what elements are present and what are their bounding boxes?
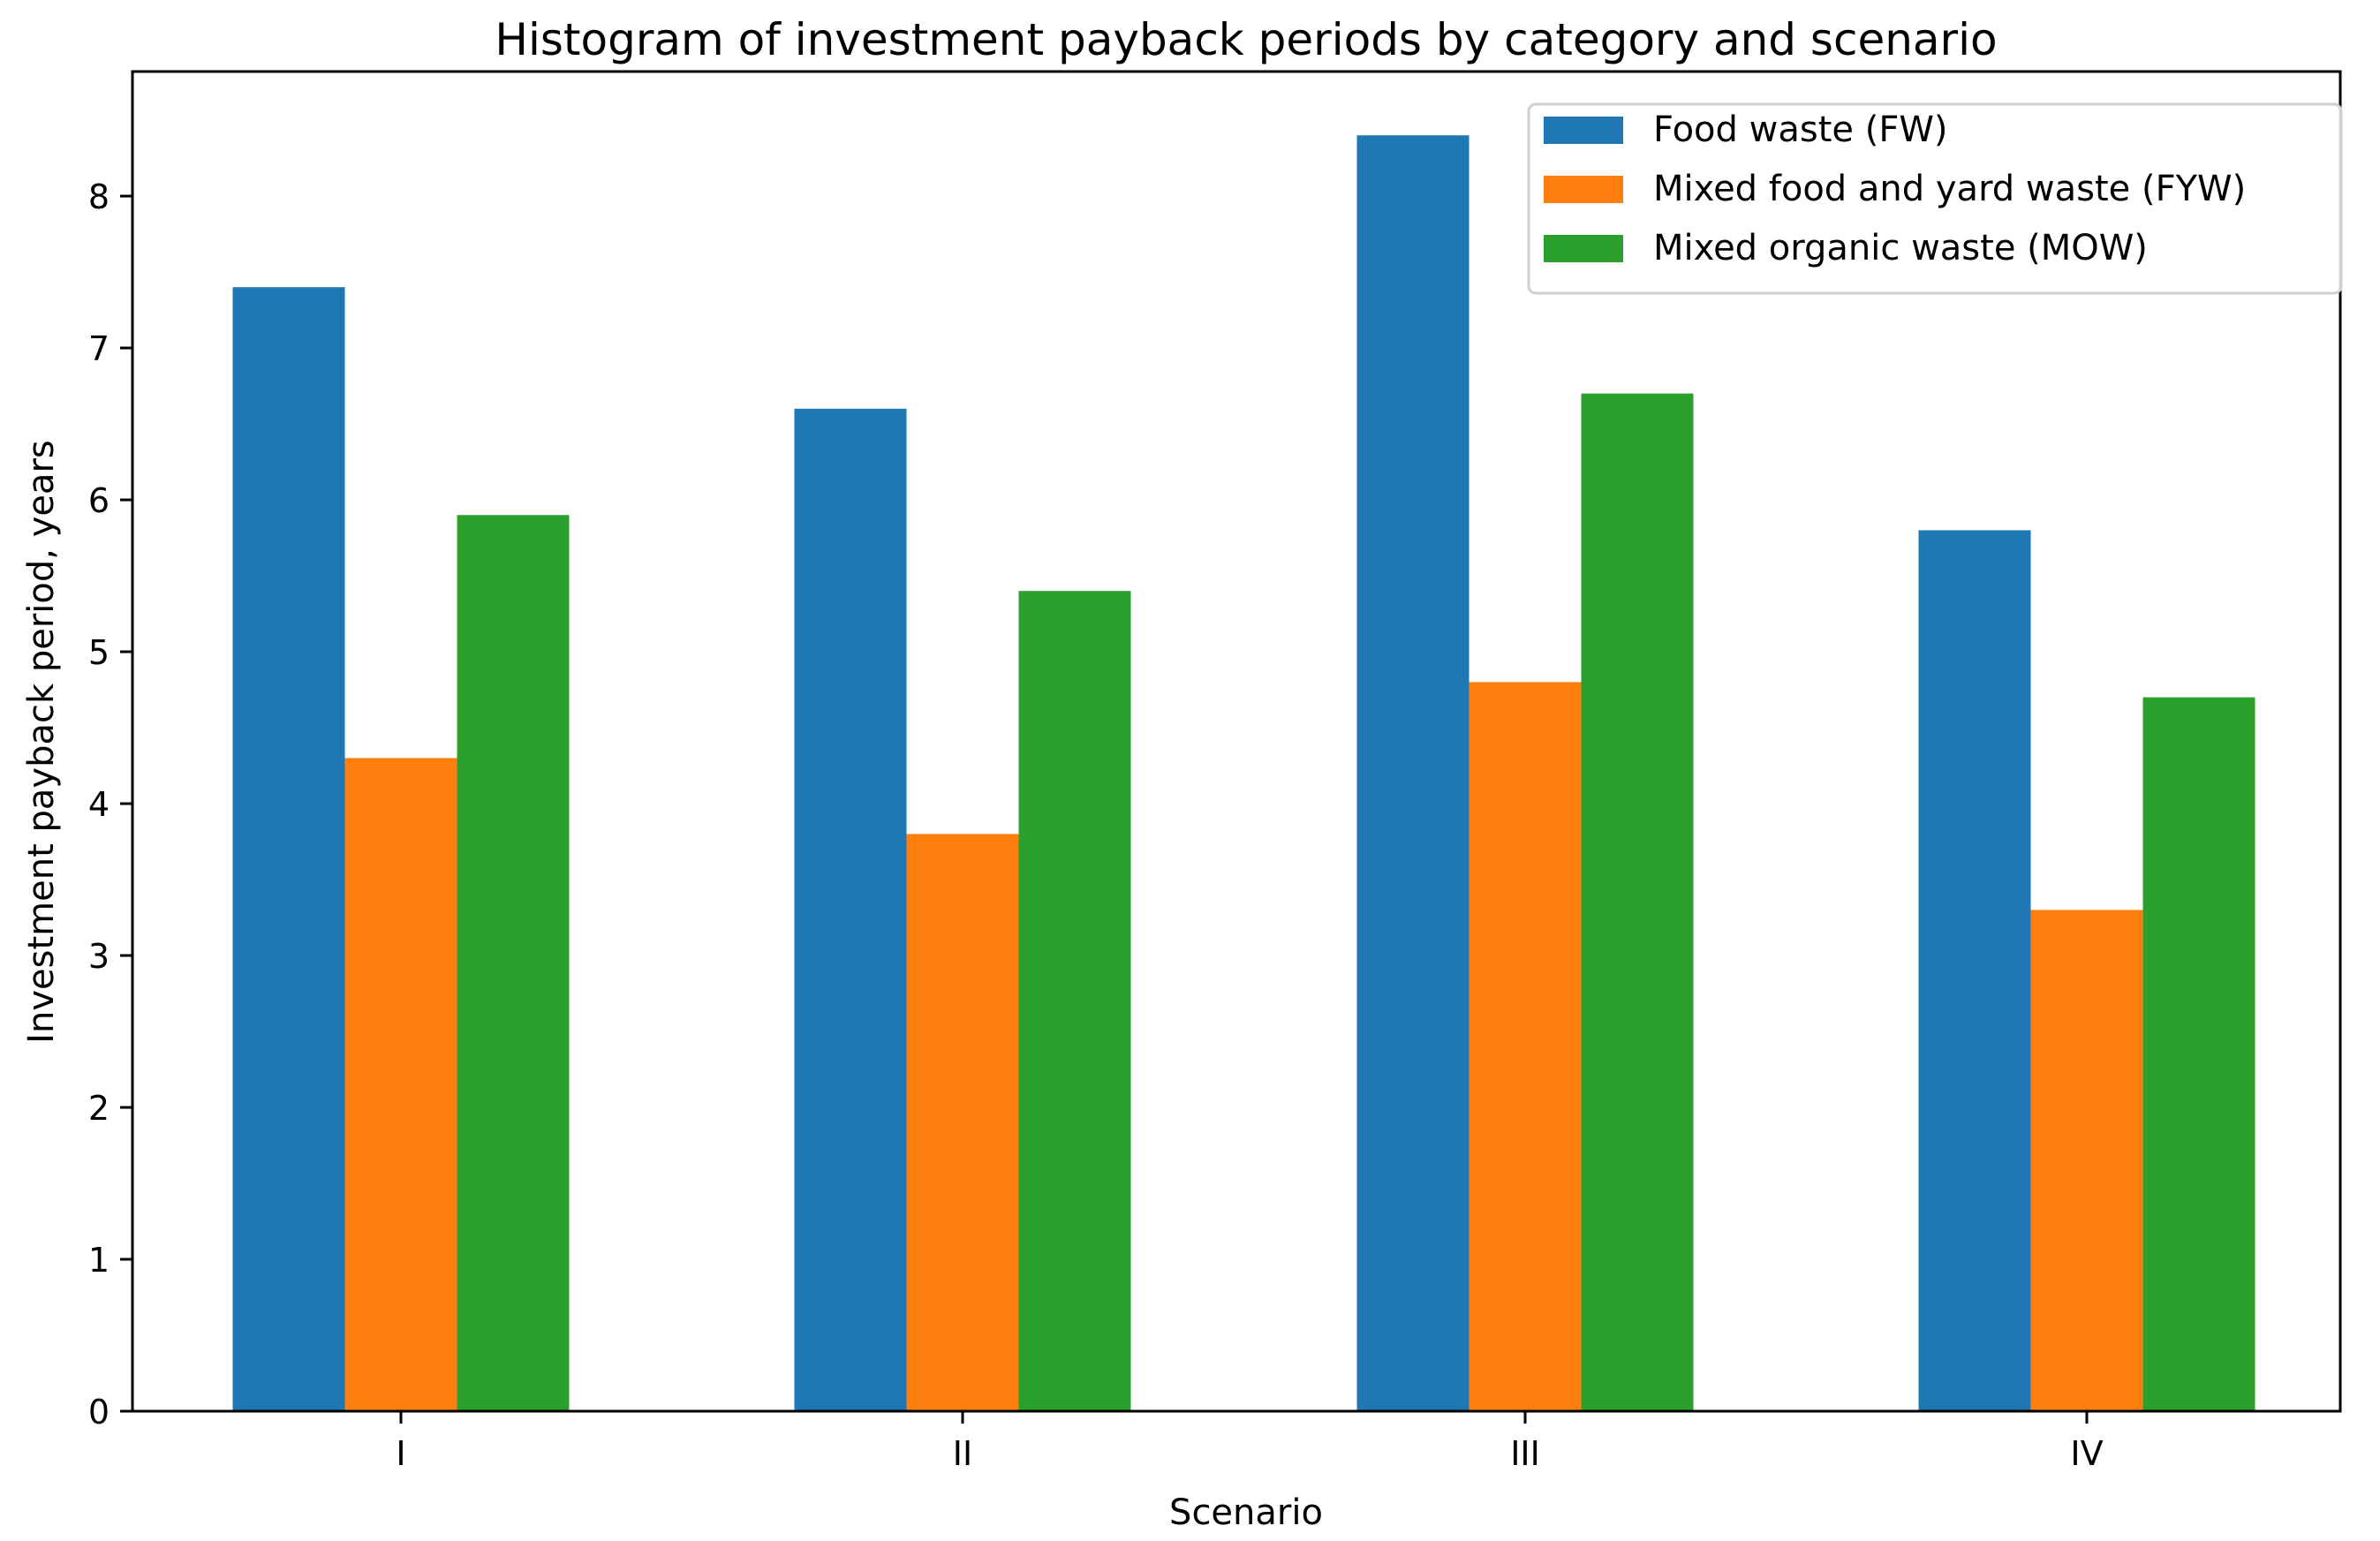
bar-ii-series-3	[1018, 591, 1131, 1411]
bar-iv-series-1	[1918, 530, 2031, 1411]
bar-ii-series-1	[794, 408, 907, 1412]
bars-layer	[232, 135, 2255, 1412]
legend-swatch	[1544, 176, 1623, 203]
bar-i-series-2	[344, 758, 457, 1411]
legend-label: Mixed food and yard waste (FYW)	[1653, 169, 2246, 209]
legend-frame	[1527, 102, 2343, 295]
legend-label: Food waste (FW)	[1653, 110, 1947, 150]
x-tick-label: III	[1510, 1434, 1540, 1473]
bar-iii-series-2	[1469, 682, 1582, 1411]
bar-i-series-3	[457, 515, 570, 1411]
y-tick-label: 3	[88, 937, 110, 976]
bar-iii-series-3	[1581, 393, 1694, 1411]
y-tick-label: 4	[88, 785, 110, 824]
bar-iii-series-1	[1356, 135, 1470, 1412]
y-tick-label: 0	[88, 1393, 110, 1431]
x-tick-label: IV	[2070, 1434, 2103, 1473]
chart-title: Histogram of investment payback periods …	[495, 14, 1997, 65]
y-tick-label: 7	[88, 329, 110, 368]
bar-i-series-1	[232, 287, 345, 1412]
bar-ii-series-2	[906, 834, 1019, 1411]
y-tick-label: 8	[88, 178, 110, 216]
y-tick-label: 6	[88, 481, 110, 520]
y-tick-label: 2	[88, 1089, 110, 1128]
bar-iv-series-3	[2142, 697, 2255, 1411]
bar-iv-series-2	[2030, 910, 2143, 1411]
y-tick-label: 5	[88, 633, 110, 672]
legend-swatch	[1544, 117, 1623, 144]
y-axis-label: Investment payback period, years	[21, 440, 62, 1044]
y-tick-label: 1	[88, 1241, 110, 1280]
legend-label: Mixed organic waste (MOW)	[1653, 228, 2148, 268]
x-tick-label: I	[396, 1434, 405, 1473]
x-axis-label: Scenario	[1169, 1492, 1323, 1533]
legend-swatch	[1544, 235, 1623, 262]
legend: Food waste (FW) Mixed food and yard waste…	[1527, 102, 2343, 295]
x-tick-label: II	[953, 1434, 972, 1473]
legend-items: Food waste (FW) Mixed food and yard waste…	[1544, 110, 2246, 268]
plot-area-frame	[131, 70, 2342, 1413]
